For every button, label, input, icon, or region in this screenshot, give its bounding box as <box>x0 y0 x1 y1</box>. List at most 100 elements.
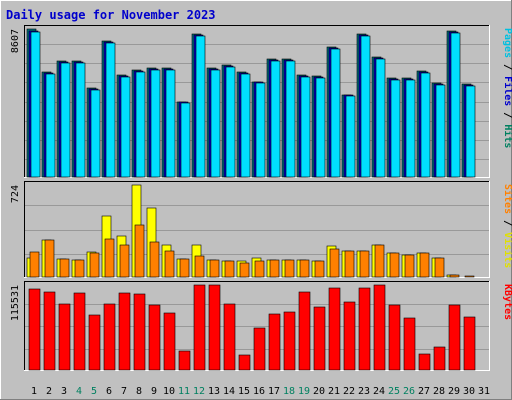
legend-sites: Sites <box>502 184 512 214</box>
bar-pages-day-23 <box>360 35 371 178</box>
bar-sites-day-1 <box>29 251 40 278</box>
legend-hits: Hits <box>502 124 512 148</box>
day-label: 8 <box>136 386 142 397</box>
bar-sites-day-20 <box>314 260 325 278</box>
bar-kbytes-day-29 <box>448 304 461 371</box>
bar-sites-day-3 <box>59 258 70 278</box>
bar-sites-day-24 <box>374 244 385 278</box>
bar-pages-day-29 <box>450 32 461 178</box>
panel-bottom-legend: KBytes <box>502 284 512 320</box>
bar-pages-day-16 <box>255 82 266 178</box>
bar-pages-day-2 <box>45 73 56 178</box>
panel-middle-max-label: 724 <box>10 185 21 203</box>
day-label: 23 <box>358 386 370 397</box>
day-label: 19 <box>298 386 310 397</box>
bar-kbytes-day-13 <box>208 284 221 371</box>
bar-sites-day-17 <box>269 259 280 278</box>
bar-pages-day-20 <box>315 77 326 178</box>
bar-sites-day-22 <box>344 250 355 278</box>
bar-kbytes-day-14 <box>223 303 236 371</box>
bar-pages-day-12 <box>195 35 206 178</box>
bar-kbytes-day-2 <box>43 291 56 371</box>
bar-pages-day-17 <box>270 60 281 178</box>
day-label: 27 <box>418 386 430 397</box>
bar-sites-day-2 <box>44 239 55 278</box>
bar-sites-day-4 <box>74 259 85 278</box>
bar-pages-day-13 <box>210 69 221 178</box>
day-label: 10 <box>163 386 175 397</box>
legend-visits: Visits <box>502 232 512 268</box>
bar-kbytes-day-30 <box>463 316 476 371</box>
bar-kbytes-day-15 <box>238 354 251 371</box>
bar-kbytes-day-5 <box>88 314 101 371</box>
bar-sites-day-11 <box>179 258 190 278</box>
day-label: 4 <box>76 386 82 397</box>
bar-pages-day-18 <box>285 60 296 178</box>
bar-pages-day-4 <box>75 62 86 178</box>
bar-kbytes-day-4 <box>73 292 86 371</box>
day-label: 14 <box>223 386 235 397</box>
bar-kbytes-day-27 <box>418 353 431 371</box>
bar-kbytes-day-3 <box>58 303 71 371</box>
bar-kbytes-day-26 <box>403 317 416 371</box>
bar-kbytes-day-10 <box>163 312 176 371</box>
bar-kbytes-day-12 <box>193 284 206 371</box>
bar-sites-day-25 <box>389 252 400 278</box>
bar-pages-day-8 <box>135 71 146 178</box>
day-label: 25 <box>388 386 400 397</box>
day-label: 7 <box>121 386 127 397</box>
bar-sites-day-18 <box>284 259 295 278</box>
legend-pages: Pages <box>502 28 512 58</box>
bar-pages-day-30 <box>465 85 476 178</box>
bar-kbytes-day-24 <box>373 284 386 371</box>
bar-kbytes-day-22 <box>343 301 356 371</box>
bar-kbytes-day-16 <box>253 327 266 371</box>
bar-sites-day-13 <box>209 259 220 278</box>
panel-top-legend: Pages / Files / Hits <box>502 28 512 148</box>
bar-kbytes-day-28 <box>433 346 446 371</box>
bar-sites-day-19 <box>299 259 310 278</box>
bar-sites-day-8 <box>134 224 145 278</box>
bar-pages-day-25 <box>390 79 401 178</box>
bar-sites-day-14 <box>224 260 235 278</box>
bar-pages-day-28 <box>435 84 446 178</box>
bar-pages-day-27 <box>420 72 431 178</box>
bar-sites-day-10 <box>164 250 175 278</box>
bar-sites-day-15 <box>239 262 250 278</box>
legend-files: Files <box>502 76 512 106</box>
bar-kbytes-day-6 <box>103 303 116 371</box>
day-label: 9 <box>151 386 157 397</box>
day-label: 1 <box>31 386 37 397</box>
bar-pages-day-19 <box>300 76 311 178</box>
day-label: 2 <box>46 386 52 397</box>
day-label: 30 <box>463 386 475 397</box>
panel-middle-legend: Sites / Visits <box>502 184 512 268</box>
bar-pages-day-15 <box>240 73 251 178</box>
bar-pages-day-10 <box>165 69 176 178</box>
bar-kbytes-day-7 <box>118 292 131 371</box>
panel-top-max-label: 8607 <box>10 29 21 53</box>
day-label: 20 <box>313 386 325 397</box>
bar-sites-day-12 <box>194 255 205 278</box>
day-label: 12 <box>193 386 205 397</box>
legend-separator: / <box>502 214 512 232</box>
day-label: 6 <box>106 386 112 397</box>
bar-sites-day-5 <box>89 252 100 278</box>
bar-sites-day-23 <box>359 250 370 278</box>
chart-title: Daily usage for November 2023 <box>6 8 216 22</box>
bar-pages-day-21 <box>330 48 341 178</box>
day-label: 29 <box>448 386 460 397</box>
day-label: 11 <box>178 386 190 397</box>
bar-kbytes-day-25 <box>388 304 401 371</box>
day-label: 16 <box>253 386 265 397</box>
day-label: 5 <box>91 386 97 397</box>
legend-separator: / <box>502 58 512 76</box>
bar-kbytes-day-17 <box>268 313 281 371</box>
bar-pages-day-24 <box>375 58 386 178</box>
bar-pages-day-26 <box>405 79 416 178</box>
day-label: 13 <box>208 386 220 397</box>
day-label: 26 <box>403 386 415 397</box>
bar-sites-day-6 <box>104 238 115 278</box>
